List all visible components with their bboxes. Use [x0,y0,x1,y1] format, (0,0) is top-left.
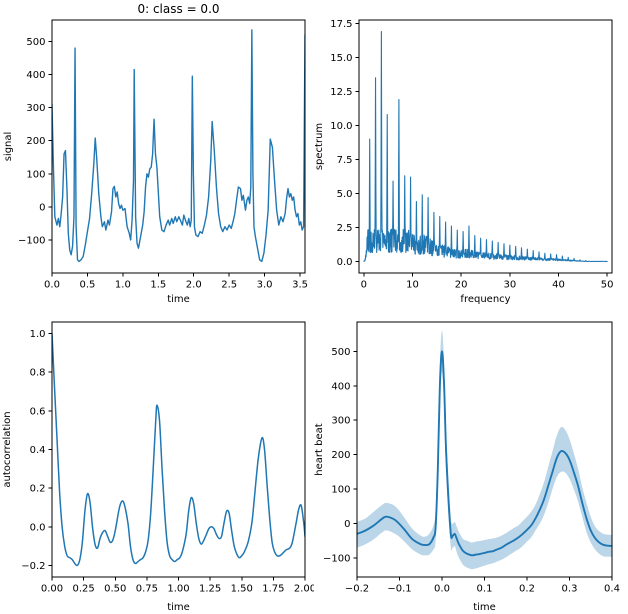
x-tick-label: 0.50 [104,584,126,595]
x-tick-label: 2.00 [294,584,314,595]
x-tick-label: −0.1 [387,584,411,595]
x-tick-label: 0.0 [434,584,450,595]
y-tick-label: 17.5 [330,19,352,30]
series-line [363,31,608,262]
y-tick-label: 0 [39,202,45,213]
y-tick-label: 200 [331,450,350,461]
signal-ylabel: signal [3,132,14,162]
autocorrelation-plot-canvas: 0.00 0.25 0.50 0.75 1.00 1.25 1.50 1.75 2.00 −0.2… [21,321,314,595]
y-tick-label: 0.4 [30,445,46,456]
heart-beat-xlabel: time [473,602,496,613]
y-tick-label: 12.5 [330,87,352,98]
spectrum-plot: 0 10 20 30 40 500.02.55.07.510.012.515.017.5 … [314,19,614,305]
x-tick-label: 0.3 [562,584,578,595]
y-tick-label: 0.2 [30,484,46,495]
x-tick-label: 0.1 [477,584,493,595]
x-tick-label: 1.75 [262,584,284,595]
y-tick-label: 100 [331,485,350,496]
spectrum-plot-canvas: 0 10 20 30 40 50 0.0 2.5 5.0 7.5 10.0 12.5 15.0 17.5 [330,19,613,291]
y-tick-label: 0.6 [30,406,46,417]
y-tick-label: 1.0 [30,329,46,340]
y-tick-label: 400 [331,381,350,392]
autocorrelation-plot: 0.00 0.25 0.50 0.75 1.00 1.25 1.50 1.75 2.00 −0.2… [2,321,314,613]
signal-plot: 0.0 0.5 1.0 1.5 2.0 2.5 3.0 3.5 −100 0 100 200 300 40… [3,2,308,305]
x-tick-label: 2.5 [221,280,237,291]
series-group [52,29,305,263]
y-tick-label: 0.8 [30,368,46,379]
y-tick-label: 300 [331,416,350,427]
axes-frame [358,19,613,274]
x-tick-label: 0.2 [519,584,535,595]
y-tick-label: −100 [18,235,45,246]
series-group [357,330,612,570]
x-tick-label: 3.5 [292,280,308,291]
y-tick-label: 400 [26,70,45,81]
heart-beat-ylabel: heart beat [314,423,325,475]
y-tick-label: 7.5 [337,155,353,166]
y-tick-label: 100 [26,169,45,180]
y-tick-label: 0.0 [30,522,46,533]
x-tick-label: 3.0 [257,280,273,291]
x-tick-label: 0.5 [79,280,95,291]
y-tick-label: 500 [331,347,350,358]
x-tick-label: 30 [503,280,516,291]
y-tick-label: 10.0 [330,121,352,132]
spectrum-ylabel: spectrum [314,123,325,170]
x-tick-label: 0.75 [136,584,158,595]
x-tick-label: 1.25 [199,584,221,595]
confidence-band [357,330,612,570]
series-group [363,31,608,262]
x-tick-label: 50 [601,280,614,291]
x-tick-label: 0 [361,280,367,291]
axes-frame [356,321,613,578]
y-tick-label: 200 [26,136,45,147]
y-tick-label: −0.2 [21,561,45,572]
x-tick-label: 1.50 [231,584,253,595]
series-line [52,332,305,567]
axes-frame [51,19,306,274]
signal-plot-canvas: 0.0 0.5 1.0 1.5 2.0 2.5 3.0 3.5 −100 0 100 200 300 40… [18,19,308,291]
y-tick-label: 500 [26,37,45,48]
y-tick-label: 0 [344,519,350,530]
x-tick-label: 0.25 [72,584,94,595]
heart-beat-plot: −0.2 −0.1 0.0 0.1 0.2 0.3 0.4 −100 0 100 200 300 400… [314,321,620,613]
series-group [52,332,305,567]
y-tick-label: 0.0 [337,257,353,268]
x-tick-label: 1.5 [150,280,166,291]
y-tick-label: 15.0 [330,53,352,64]
x-tick-label: 40 [552,280,565,291]
x-tick-label: 10 [406,280,419,291]
x-tick-label: 0.0 [44,280,60,291]
y-tick-label: 300 [26,103,45,114]
y-tick-label: 2.5 [337,223,353,234]
x-tick-label: 20 [455,280,468,291]
x-tick-label: 0.4 [604,584,620,595]
x-tick-label: 2.0 [186,280,202,291]
autocorrelation-xlabel: time [167,602,190,613]
series-line [357,350,612,557]
signal-xlabel: time [167,294,190,305]
series-line [52,29,305,263]
signal-plot-title: 0: class = 0.0 [137,2,219,16]
x-tick-label: 1.00 [167,584,189,595]
autocorrelation-ylabel: autocorrelation [2,411,13,487]
x-tick-label: −0.2 [345,584,369,595]
axes-frame [51,321,306,578]
x-tick-label: 0.00 [41,584,63,595]
heart-beat-plot-canvas: −0.2 −0.1 0.0 0.1 0.2 0.3 0.4 −100 0 100 200 300 400… [323,321,620,595]
spectrum-xlabel: frequency [460,294,510,305]
x-tick-label: 1.0 [115,280,131,291]
y-tick-label: 5.0 [337,189,353,200]
y-tick-label: −100 [323,554,350,565]
